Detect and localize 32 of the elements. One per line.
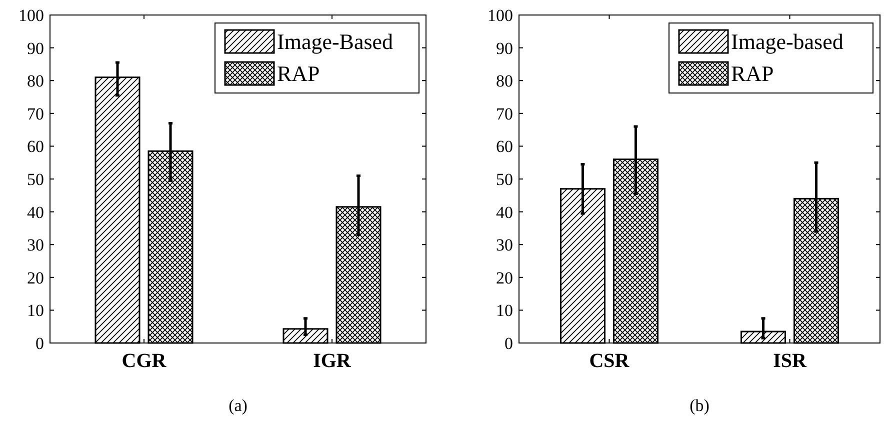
- y-tick-label: 30: [496, 236, 513, 255]
- y-tick-label: 70: [27, 104, 44, 124]
- legend-label: Image-based: [731, 29, 844, 54]
- y-tick-label: 80: [496, 72, 513, 91]
- y-tick-label: 10: [27, 301, 44, 320]
- y-tick-label: 90: [27, 38, 44, 58]
- x-tick-label: CSR: [589, 350, 630, 372]
- y-tick-label: 50: [496, 170, 513, 189]
- y-tick-label: 40: [27, 202, 44, 222]
- y-tick-label: 60: [27, 137, 44, 156]
- y-tick-label: 10: [496, 301, 513, 320]
- y-tick-label: 80: [27, 72, 44, 91]
- y-tick-label: 40: [496, 202, 513, 222]
- y-tick-label: 90: [496, 38, 513, 58]
- y-tick-label: 20: [496, 268, 513, 288]
- y-tick-label: 0: [36, 334, 44, 353]
- text: (a): [228, 396, 248, 415]
- y-tick-label: 100: [488, 6, 513, 25]
- y-tick-label: 70: [496, 104, 513, 124]
- x-tick-label: CGR: [122, 350, 167, 372]
- y-tick-label: 30: [27, 236, 44, 255]
- y-tick-label: 0: [504, 334, 513, 353]
- legend-label: RAP: [277, 61, 320, 86]
- y-tick-label: 100: [18, 6, 44, 25]
- y-tick-label: 20: [27, 268, 44, 288]
- x-tick-label: IGR: [313, 350, 352, 372]
- legend-label: RAP: [731, 61, 774, 86]
- legend-label: Image-Based: [277, 29, 394, 54]
- x-tick-label: ISR: [773, 350, 807, 372]
- y-tick-label: 50: [27, 170, 44, 189]
- text: (b): [690, 396, 710, 415]
- y-tick-label: 60: [496, 137, 513, 156]
